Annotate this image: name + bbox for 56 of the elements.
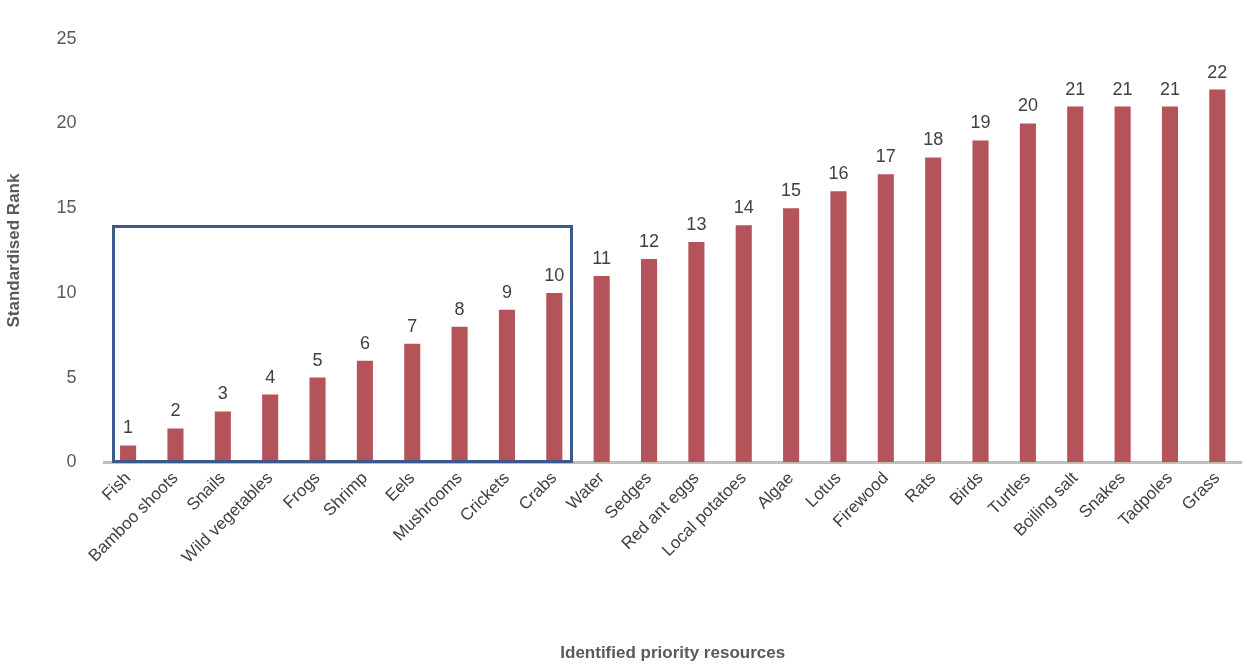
y-tick-label: 5	[66, 366, 77, 387]
y-tick-label: 10	[56, 281, 77, 302]
data-label: 13	[686, 214, 707, 235]
bar	[735, 225, 752, 463]
data-label: 5	[312, 349, 323, 370]
bar	[451, 326, 468, 463]
data-label: 14	[733, 197, 754, 218]
bar	[1114, 106, 1131, 463]
data-label: 9	[501, 281, 512, 302]
data-label: 1	[123, 417, 134, 438]
y-tick-label: 20	[56, 112, 77, 133]
bar	[925, 157, 942, 463]
data-label: 4	[265, 366, 276, 387]
x-axis-title: Identified priority resources	[560, 643, 786, 663]
data-label: 6	[359, 332, 370, 353]
data-label: 7	[407, 315, 418, 336]
data-label: 21	[1065, 78, 1086, 99]
bar	[404, 343, 421, 463]
data-label: 19	[970, 112, 991, 133]
y-tick-label: 15	[56, 197, 77, 218]
bar	[688, 242, 705, 463]
bar	[214, 411, 231, 463]
bar	[546, 292, 563, 463]
bar	[356, 360, 373, 463]
data-label: 21	[1159, 78, 1180, 99]
bar	[877, 174, 894, 463]
data-label: 11	[592, 247, 612, 268]
y-axis-title: Standardised Rank	[3, 173, 23, 328]
data-label: 16	[828, 163, 849, 184]
data-label: 12	[639, 231, 660, 251]
data-label: 21	[1112, 78, 1133, 99]
data-label: 3	[217, 383, 228, 404]
bar	[262, 394, 279, 463]
bar	[1067, 106, 1084, 463]
data-label: 20	[1017, 95, 1038, 116]
data-label: 22	[1207, 61, 1228, 82]
data-label: 18	[923, 129, 944, 150]
data-label: 8	[454, 298, 465, 319]
bar	[783, 208, 800, 463]
bar	[1161, 106, 1179, 463]
y-tick-label: 25	[56, 27, 77, 48]
bar	[309, 377, 326, 463]
bar	[640, 259, 658, 463]
bar	[1019, 123, 1036, 463]
data-label: 2	[170, 400, 181, 421]
bar	[167, 428, 184, 463]
data-label: 15	[781, 180, 802, 201]
bar	[972, 140, 989, 463]
x-tick-label: Fish	[98, 468, 135, 505]
bar	[498, 309, 516, 463]
bar	[593, 275, 610, 463]
bar	[830, 191, 847, 463]
data-label: 17	[875, 146, 896, 167]
bar	[1209, 89, 1226, 463]
data-label: 10	[544, 264, 565, 285]
y-tick-label: 0	[66, 451, 77, 472]
